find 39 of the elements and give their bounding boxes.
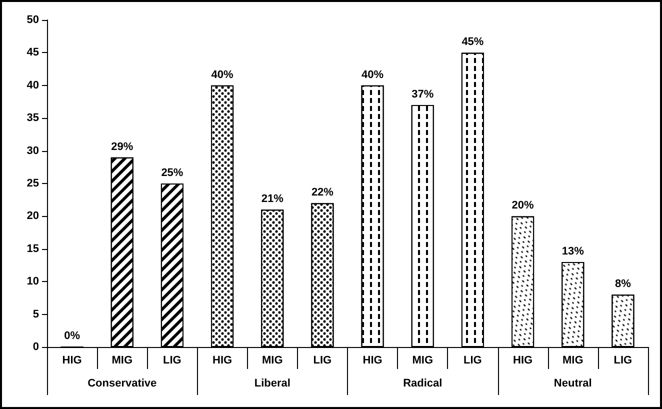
legend-label: Radical [403, 378, 442, 390]
data-label: 0% [64, 330, 80, 342]
data-label: 22% [311, 186, 334, 199]
y-tick-label: 45 [26, 46, 39, 59]
legend-label: Conservative [88, 378, 157, 390]
x-tick-label: LIG [464, 354, 482, 366]
y-tick-label: 30 [26, 144, 39, 157]
y-tick-label: 25 [26, 178, 39, 190]
data-label: 13% [562, 245, 584, 258]
y-tick-label: 50 [26, 14, 39, 26]
x-tick-label: HIG [62, 354, 82, 366]
data-label: 8% [615, 278, 632, 290]
data-label: 37% [412, 88, 434, 101]
data-label: 29% [111, 140, 134, 153]
x-tick-label: LIG [614, 354, 632, 366]
x-tick-label: HIG [212, 354, 232, 366]
x-tick-label: MIG [112, 354, 133, 366]
y-tick-label: 10 [26, 276, 39, 288]
data-label: 40% [211, 68, 234, 81]
y-tick-label: 40 [26, 79, 39, 92]
x-tick-label: LIG [163, 354, 182, 366]
x-tick-label: HIG [362, 354, 382, 366]
y-tick-label: 35 [26, 112, 39, 124]
x-tick-label: LIG [313, 354, 332, 366]
x-tick-label: HIG [513, 354, 533, 366]
y-tick-label: 0 [32, 341, 39, 353]
y-tick-label: 20 [26, 210, 39, 222]
data-label: 25% [161, 167, 184, 179]
legend-label: Liberal [254, 378, 290, 390]
data-label: 45% [462, 36, 484, 48]
y-tick-label: 15 [26, 242, 39, 255]
x-tick-label: MIG [412, 354, 434, 366]
data-label: 20% [512, 200, 534, 212]
x-tick-label: MIG [262, 354, 283, 366]
data-label: 40% [362, 68, 384, 81]
data-label: 21% [261, 193, 284, 206]
x-tick-label: MIG [562, 354, 584, 366]
y-tick-label: 5 [32, 308, 39, 320]
legend-label: Neutral [554, 378, 592, 390]
